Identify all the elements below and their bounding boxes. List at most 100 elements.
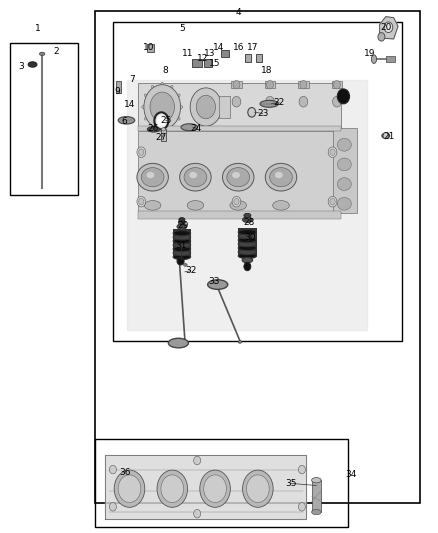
Bar — [332, 81, 342, 88]
Text: 26: 26 — [148, 124, 159, 133]
Text: 19: 19 — [364, 50, 375, 58]
Circle shape — [157, 470, 187, 507]
Ellipse shape — [238, 233, 257, 239]
Text: 23: 23 — [257, 109, 268, 118]
Text: 2: 2 — [54, 47, 60, 55]
Polygon shape — [127, 80, 367, 330]
Text: 18: 18 — [261, 67, 273, 75]
Bar — [204, 59, 212, 67]
Text: 12: 12 — [197, 54, 208, 62]
Text: 14: 14 — [124, 100, 135, 109]
Bar — [231, 81, 242, 88]
Circle shape — [114, 470, 145, 507]
Circle shape — [298, 503, 305, 511]
Bar — [161, 130, 166, 141]
Text: 24: 24 — [191, 124, 202, 133]
Ellipse shape — [152, 85, 155, 90]
Bar — [245, 54, 251, 62]
Circle shape — [384, 22, 393, 33]
Text: 31: 31 — [175, 241, 186, 250]
Bar — [298, 81, 309, 88]
Text: 7: 7 — [129, 75, 134, 84]
Ellipse shape — [180, 164, 211, 191]
Text: 5: 5 — [179, 24, 185, 33]
Ellipse shape — [265, 164, 297, 191]
Bar — [219, 96, 230, 118]
Bar — [311, 480, 321, 512]
Circle shape — [110, 465, 117, 474]
Bar — [386, 56, 395, 62]
Text: 1: 1 — [35, 25, 41, 34]
Circle shape — [118, 475, 141, 503]
Circle shape — [232, 96, 241, 107]
Ellipse shape — [208, 280, 228, 289]
Circle shape — [233, 80, 240, 89]
Bar — [332, 128, 357, 213]
Ellipse shape — [184, 167, 207, 187]
Text: 6: 6 — [121, 117, 127, 126]
Text: 29: 29 — [177, 221, 189, 230]
Ellipse shape — [173, 238, 191, 244]
Bar — [138, 126, 341, 131]
Circle shape — [232, 196, 241, 207]
Text: 25: 25 — [160, 116, 171, 125]
Ellipse shape — [232, 172, 240, 178]
Ellipse shape — [184, 264, 187, 266]
Ellipse shape — [238, 249, 257, 255]
Text: 15: 15 — [209, 59, 220, 68]
Ellipse shape — [39, 52, 45, 55]
Circle shape — [248, 108, 256, 117]
Bar — [221, 50, 229, 56]
Polygon shape — [106, 455, 306, 519]
Text: 27: 27 — [155, 133, 167, 142]
Text: 28: 28 — [243, 219, 254, 228]
Circle shape — [330, 149, 335, 156]
Circle shape — [337, 89, 350, 104]
Circle shape — [144, 85, 180, 130]
Circle shape — [247, 475, 269, 503]
Bar — [173, 229, 191, 257]
Circle shape — [383, 133, 389, 139]
Text: 16: 16 — [233, 43, 244, 52]
Ellipse shape — [176, 94, 180, 98]
Text: 17: 17 — [247, 43, 259, 52]
Circle shape — [154, 112, 168, 130]
Ellipse shape — [145, 200, 161, 210]
Ellipse shape — [337, 139, 351, 151]
Ellipse shape — [337, 158, 351, 171]
Circle shape — [298, 465, 305, 474]
Bar — [113, 22, 402, 341]
Ellipse shape — [145, 116, 148, 120]
Bar — [138, 131, 341, 213]
Text: 32: 32 — [185, 266, 196, 275]
Circle shape — [150, 92, 174, 122]
Ellipse shape — [337, 197, 351, 210]
Bar — [138, 83, 341, 128]
Circle shape — [332, 96, 341, 107]
Circle shape — [300, 80, 307, 89]
Bar — [117, 82, 121, 93]
Ellipse shape — [178, 106, 183, 109]
Ellipse shape — [230, 200, 247, 210]
Ellipse shape — [337, 177, 351, 190]
Ellipse shape — [311, 478, 321, 483]
Ellipse shape — [227, 167, 250, 187]
Ellipse shape — [161, 127, 163, 132]
Circle shape — [137, 147, 146, 158]
Bar — [238, 228, 257, 256]
Ellipse shape — [148, 127, 159, 132]
Bar — [11, 43, 78, 195]
Circle shape — [139, 198, 144, 205]
Circle shape — [200, 470, 230, 507]
Ellipse shape — [178, 220, 185, 224]
Ellipse shape — [118, 117, 135, 124]
Ellipse shape — [273, 200, 289, 210]
Ellipse shape — [173, 235, 191, 240]
Bar — [192, 59, 201, 67]
Ellipse shape — [181, 124, 198, 131]
Circle shape — [328, 196, 337, 207]
Ellipse shape — [137, 164, 168, 191]
Circle shape — [157, 116, 166, 126]
Bar — [256, 54, 262, 62]
Ellipse shape — [371, 55, 377, 63]
